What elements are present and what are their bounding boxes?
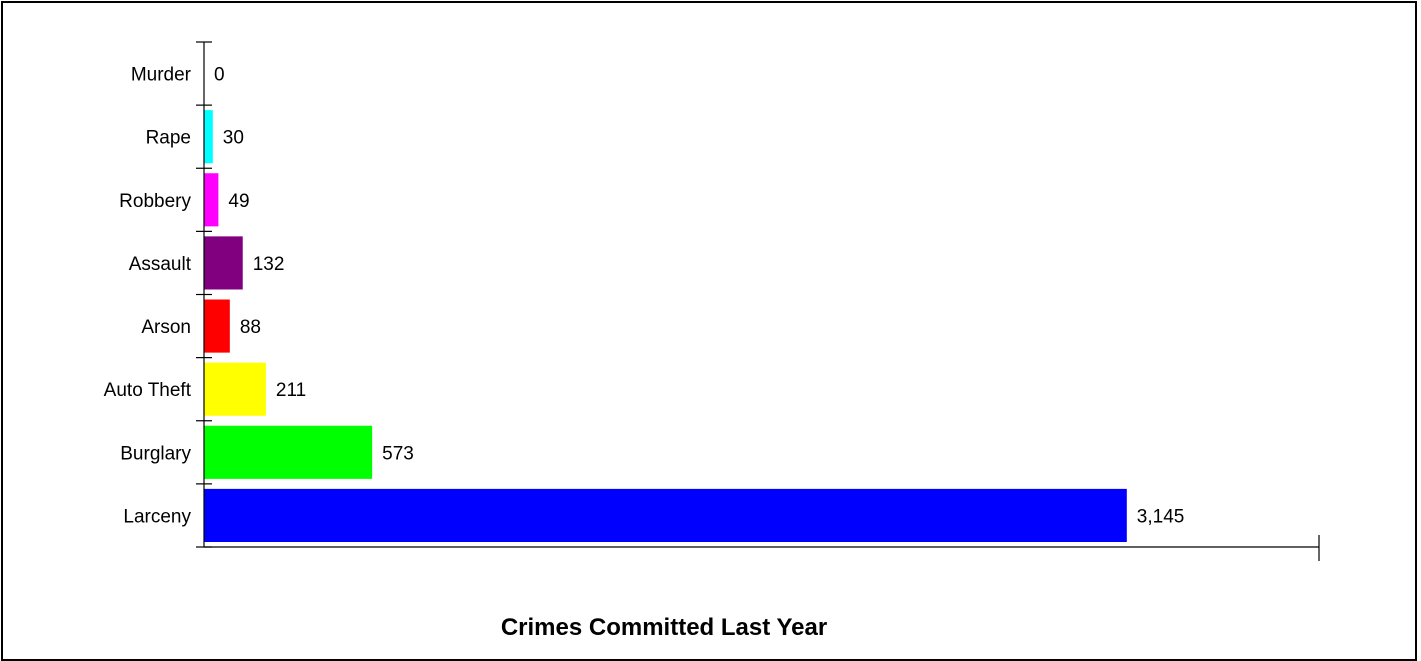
value-label-assault: 132 xyxy=(253,254,285,275)
category-label-arson: Arson xyxy=(141,317,191,338)
category-label-robbery: Robbery xyxy=(119,191,191,212)
value-label-robbery: 49 xyxy=(228,191,249,212)
category-label-auto-theft: Auto Theft xyxy=(104,380,192,401)
bar-assault xyxy=(204,236,243,290)
category-label-burglary: Burglary xyxy=(120,443,191,464)
bar-auto-theft xyxy=(204,362,266,416)
category-label-rape: Rape xyxy=(146,128,191,149)
y-ticks xyxy=(196,41,212,548)
chart-title: Crimes Committed Last Year xyxy=(501,614,827,641)
bar-arson xyxy=(204,299,230,353)
bar-larceny xyxy=(204,488,1127,542)
value-label-rape: 30 xyxy=(223,128,244,149)
value-label-arson: 88 xyxy=(240,317,261,338)
bar-robbery xyxy=(204,173,219,227)
category-labels: Murder Rape Robbery Assault Arson Auto Theft B… xyxy=(104,65,192,528)
category-label-murder: Murder xyxy=(131,65,192,86)
category-label-assault: Assault xyxy=(129,254,192,275)
value-label-larceny: 3,145 xyxy=(1137,506,1185,527)
value-labels: 0 30 49 132 88 211 573 3,145 xyxy=(214,65,1184,528)
value-label-murder: 0 xyxy=(214,65,225,86)
value-label-burglary: 573 xyxy=(382,443,414,464)
value-label-auto-theft: 211 xyxy=(276,380,306,401)
bar-rape xyxy=(204,110,213,164)
bar-burglary xyxy=(204,425,373,479)
category-label-larceny: Larceny xyxy=(123,506,191,527)
bars xyxy=(204,110,1127,542)
axes xyxy=(203,42,1320,561)
